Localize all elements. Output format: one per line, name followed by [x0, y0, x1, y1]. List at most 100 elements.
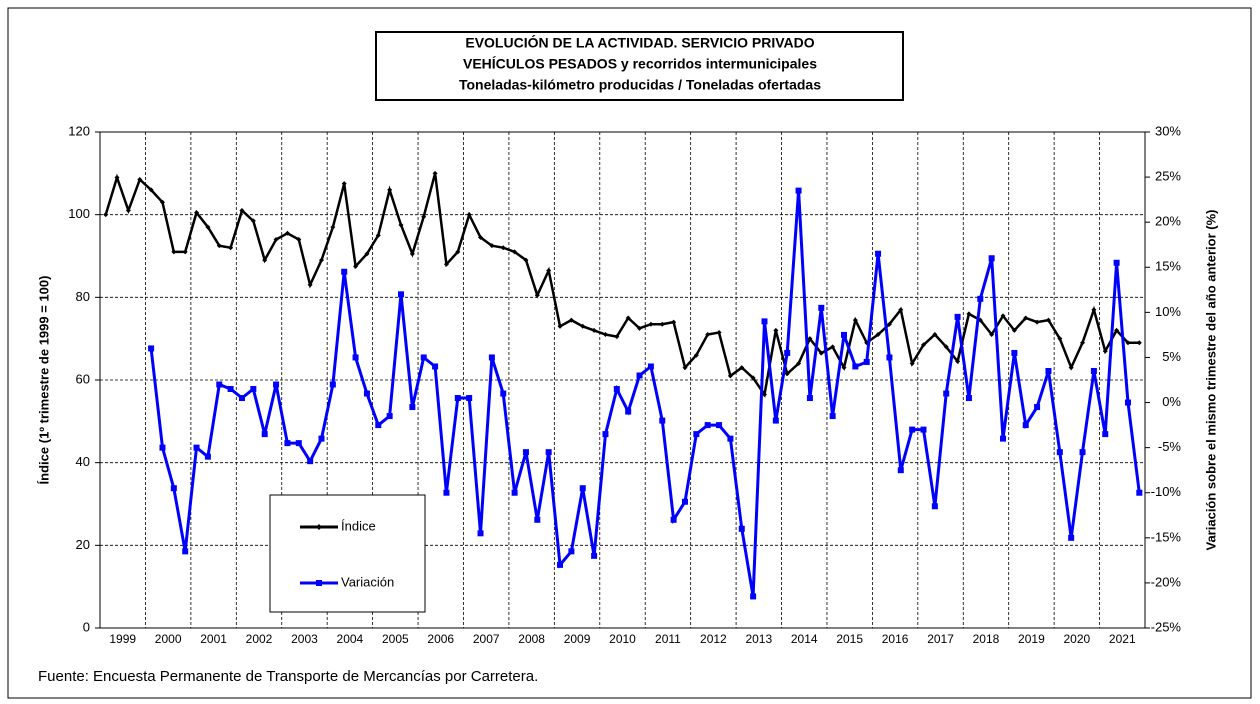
point-marker: [523, 257, 529, 263]
point-marker: [761, 318, 768, 325]
point-marker: [398, 291, 405, 298]
point-marker: [614, 334, 620, 340]
point-marker: [739, 365, 745, 371]
point-marker: [886, 354, 893, 361]
y2-axis-label: Variación sobre el mismo trimestre del a…: [1203, 210, 1218, 551]
legend-marker: [316, 524, 322, 530]
point-marker: [432, 363, 439, 370]
point-marker: [716, 422, 723, 429]
x-tick-label: 2019: [1018, 632, 1045, 646]
point-marker: [784, 371, 790, 377]
point-marker: [909, 360, 915, 366]
point-marker: [932, 332, 938, 338]
point-marker: [307, 282, 313, 288]
point-marker: [227, 386, 234, 393]
y2-tick-label: -10%: [1151, 484, 1182, 499]
point-marker: [295, 440, 302, 447]
y2-tick-label: -25%: [1151, 619, 1182, 634]
point-marker: [580, 323, 586, 329]
point-marker: [852, 317, 858, 323]
point-marker: [273, 236, 279, 242]
point-marker: [1091, 307, 1097, 313]
point-marker: [205, 224, 211, 230]
x-tick-label: 2008: [518, 632, 545, 646]
point-marker: [966, 311, 972, 317]
y-tick-label: 40: [76, 454, 90, 469]
point-marker: [1057, 336, 1063, 342]
point-marker: [204, 453, 211, 460]
point-marker: [784, 349, 791, 356]
point-marker: [863, 358, 870, 365]
point-marker: [796, 360, 802, 366]
point-marker: [148, 187, 154, 193]
point-marker: [591, 327, 597, 333]
point-marker: [1102, 348, 1108, 354]
point-marker: [284, 230, 290, 236]
point-marker: [557, 561, 564, 568]
point-marker: [443, 489, 450, 496]
chart-title: VEHÍCULOS PESADOS y recorridos intermuni…: [463, 56, 817, 72]
point-marker: [409, 404, 416, 411]
point-marker: [829, 413, 836, 420]
point-marker: [648, 321, 654, 327]
point-marker: [216, 381, 223, 388]
legend-label: Variación: [341, 574, 394, 589]
point-marker: [137, 177, 143, 183]
point-marker: [840, 331, 847, 338]
point-marker: [1136, 340, 1142, 346]
point-marker: [989, 332, 995, 338]
point-marker: [307, 458, 314, 465]
point-marker: [545, 449, 552, 456]
point-marker: [1034, 404, 1041, 411]
point-marker: [341, 181, 347, 187]
x-tick-label: 2000: [155, 632, 182, 646]
point-marker: [1000, 435, 1007, 442]
point-marker: [1000, 313, 1006, 319]
point-marker: [534, 516, 541, 523]
point-marker: [1011, 349, 1018, 356]
y2-tick-label: 20%: [1155, 214, 1181, 229]
point-marker: [478, 234, 484, 240]
y-axis-label: Índice (1º trimestre de 1999 = 100): [36, 276, 51, 485]
y2-tick-label: -20%: [1151, 574, 1182, 589]
point-marker: [238, 395, 245, 402]
point-marker: [772, 417, 779, 424]
y-tick-label: 60: [76, 371, 90, 386]
point-marker: [1124, 399, 1131, 406]
x-tick-label: 2004: [337, 632, 364, 646]
point-marker: [671, 319, 677, 325]
point-marker: [250, 218, 256, 224]
legend-box: [269, 494, 426, 613]
point-marker: [705, 332, 711, 338]
x-tick-label: 2015: [836, 632, 863, 646]
point-marker: [738, 525, 745, 532]
y-tick-label: 0: [83, 619, 90, 634]
point-marker: [704, 422, 711, 429]
point-marker: [398, 222, 404, 228]
point-marker: [159, 199, 165, 205]
point-marker: [364, 251, 370, 257]
point-marker: [273, 381, 280, 388]
y2-tick-label: 30%: [1155, 123, 1181, 138]
point-marker: [375, 232, 381, 238]
x-tick-label: 2013: [745, 632, 772, 646]
point-marker: [194, 210, 200, 216]
point-marker: [613, 386, 620, 393]
x-tick-label: 2007: [473, 632, 500, 646]
point-marker: [534, 292, 540, 298]
point-marker: [262, 257, 268, 263]
point-marker: [693, 352, 699, 358]
point-marker: [852, 363, 859, 370]
point-marker: [500, 245, 506, 251]
point-marker: [455, 249, 461, 255]
point-marker: [522, 449, 529, 456]
point-marker: [477, 530, 484, 537]
point-marker: [921, 342, 927, 348]
point-marker: [318, 257, 324, 263]
plot-border: [99, 131, 1146, 629]
point-marker: [637, 325, 643, 331]
point-marker: [1114, 327, 1120, 333]
x-tick-label: 2021: [1109, 632, 1136, 646]
point-marker: [352, 354, 359, 361]
